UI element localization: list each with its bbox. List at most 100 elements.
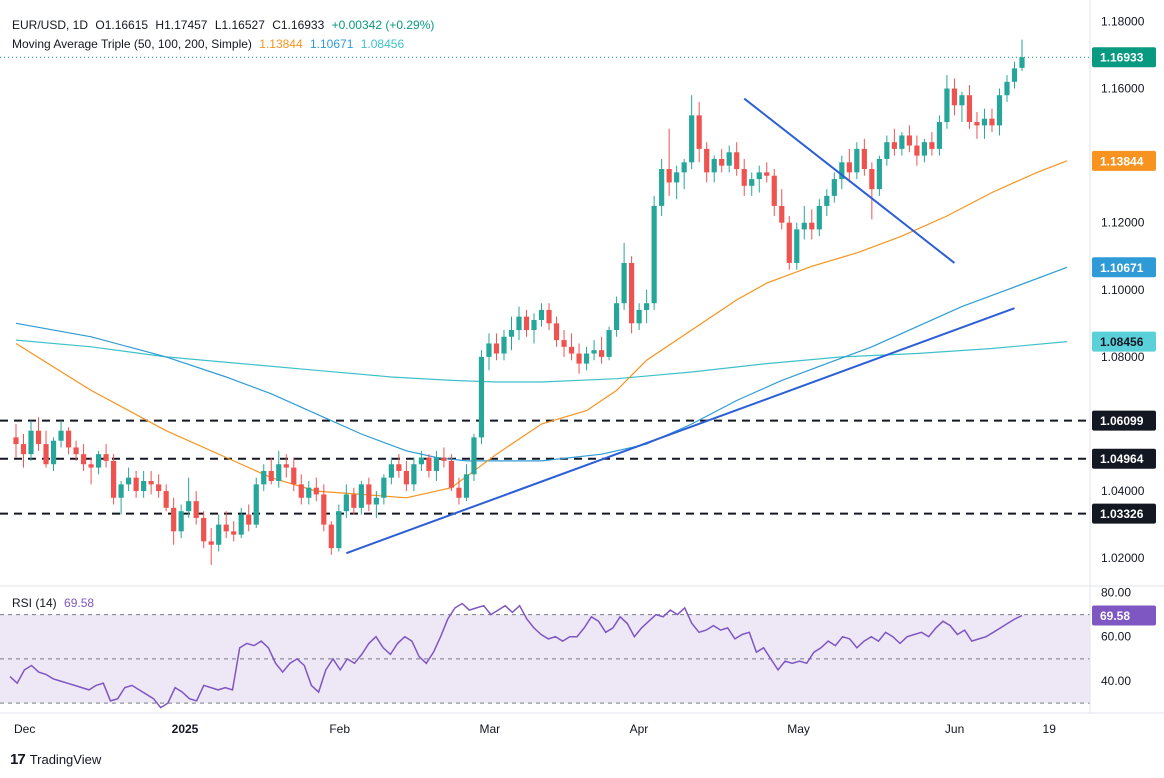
candle-body bbox=[471, 437, 477, 475]
candle-body bbox=[629, 262, 635, 324]
candle-body bbox=[914, 145, 920, 156]
candle-body bbox=[734, 152, 740, 170]
candle-body bbox=[58, 430, 64, 441]
candle-body bbox=[711, 158, 717, 173]
candle-body bbox=[756, 172, 762, 180]
candle-body bbox=[921, 142, 928, 156]
last-price-badge: 1.16933 bbox=[1100, 51, 1144, 65]
rsi-value: 69.58 bbox=[64, 596, 95, 610]
candle-body bbox=[456, 487, 462, 498]
price-tick-label: 1.16000 bbox=[1101, 82, 1145, 96]
candle-body bbox=[771, 175, 777, 206]
candle-body bbox=[366, 484, 372, 505]
candle-body bbox=[508, 330, 515, 337]
candle-body bbox=[704, 148, 710, 173]
candle-body bbox=[741, 169, 747, 186]
candle-body bbox=[854, 148, 860, 173]
candle-body bbox=[598, 350, 605, 357]
symbol-label[interactable]: EUR/USD, 1D bbox=[12, 18, 89, 32]
rsi-pane bbox=[0, 602, 1090, 709]
open-value: O1.16615 bbox=[95, 18, 149, 32]
candle-body bbox=[1011, 68, 1018, 82]
candle-body bbox=[824, 195, 830, 206]
candle-body bbox=[861, 148, 867, 170]
candle-body bbox=[201, 517, 207, 542]
candle-body bbox=[463, 474, 470, 498]
candle-body bbox=[163, 491, 169, 508]
time-tick-label: Jun bbox=[945, 722, 964, 736]
ma50-value: 1.13844 bbox=[259, 37, 303, 51]
candle-body bbox=[583, 353, 590, 364]
tradingview-brand[interactable]: 17 TradingView bbox=[10, 751, 101, 768]
level-badge-bg bbox=[1092, 503, 1156, 524]
axis-pane: 1.18000 1.16000 1.12000 1.10000 1.08000 1.040… bbox=[0, 0, 1164, 736]
candle-body bbox=[358, 484, 364, 508]
ma-legend: Moving Average Triple (50, 100, 200, Sim… bbox=[12, 37, 408, 51]
candle-body bbox=[20, 444, 27, 455]
candle-body bbox=[80, 454, 87, 465]
rsi-label[interactable]: RSI (14) bbox=[12, 596, 57, 610]
candle-body bbox=[779, 205, 785, 223]
candle-body bbox=[253, 484, 259, 525]
trendline bbox=[345, 307, 1015, 555]
candle-body bbox=[966, 95, 973, 123]
price-tick-label: 1.02000 bbox=[1101, 551, 1145, 565]
candle-body bbox=[13, 437, 19, 445]
candle-body bbox=[306, 487, 312, 498]
candle-body bbox=[764, 172, 770, 176]
candle-body bbox=[208, 541, 214, 545]
candle-body bbox=[268, 470, 274, 482]
candle-body bbox=[65, 430, 72, 448]
ma100-badge: 1.10671 bbox=[1100, 261, 1144, 275]
candle-body bbox=[884, 142, 890, 159]
candle-body bbox=[899, 135, 905, 149]
time-tick-label: Feb bbox=[329, 722, 350, 736]
candle-body bbox=[591, 350, 597, 354]
candle-body bbox=[478, 356, 485, 438]
rsi-tick-label: 60.00 bbox=[1101, 630, 1131, 644]
candle-body bbox=[73, 447, 79, 455]
candle-body bbox=[659, 169, 665, 206]
last-price-badge-bg bbox=[1092, 47, 1156, 68]
candle-body bbox=[929, 142, 935, 149]
candle-body bbox=[148, 481, 154, 485]
candle-body bbox=[801, 222, 807, 230]
price-tick-label: 1.12000 bbox=[1101, 216, 1145, 230]
ma100-badge-bg bbox=[1092, 257, 1156, 278]
level-badge: 1.03326 bbox=[1100, 507, 1144, 521]
candle-body bbox=[936, 122, 943, 149]
candle-body bbox=[313, 487, 319, 495]
level-badge-bg bbox=[1092, 448, 1156, 469]
candle-body bbox=[193, 501, 199, 518]
candle-body bbox=[396, 464, 402, 471]
rsi-badge: 69.58 bbox=[1100, 609, 1130, 623]
candle-body bbox=[493, 343, 500, 354]
candle-body bbox=[696, 115, 702, 149]
candle-body bbox=[869, 169, 875, 190]
rsi-line bbox=[9, 602, 1023, 709]
candle-body bbox=[223, 524, 229, 532]
ma100-line bbox=[15, 266, 1068, 462]
ma-label[interactable]: Moving Average Triple (50, 100, 200, Sim… bbox=[12, 37, 252, 51]
candle-body bbox=[846, 162, 852, 173]
candle-body bbox=[651, 205, 657, 304]
candle-body bbox=[141, 481, 147, 492]
brand-name: TradingView bbox=[29, 752, 102, 767]
candle-body bbox=[156, 484, 162, 492]
candle-body bbox=[103, 454, 109, 461]
ma50-badge-bg bbox=[1092, 150, 1156, 171]
candle-body bbox=[606, 330, 612, 357]
ma200-badge: 1.08456 bbox=[1100, 335, 1144, 349]
candle-body bbox=[546, 309, 552, 324]
candle-body bbox=[674, 172, 680, 183]
ma200-value: 1.08456 bbox=[360, 37, 405, 51]
candle-body bbox=[418, 457, 425, 465]
level-badge: 1.06099 bbox=[1100, 414, 1144, 428]
tradingview-logo-icon: 17 bbox=[10, 751, 26, 768]
candle-body bbox=[719, 158, 725, 166]
candle-body bbox=[388, 464, 394, 478]
candle-body bbox=[50, 440, 57, 465]
candle-body bbox=[43, 444, 49, 465]
candle-body bbox=[974, 122, 980, 126]
